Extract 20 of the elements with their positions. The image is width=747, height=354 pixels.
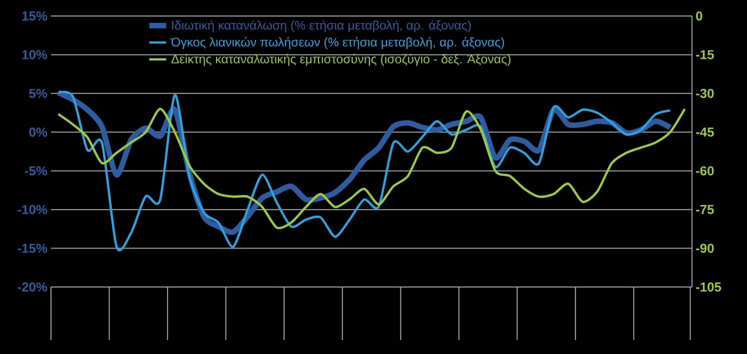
y-tick-label: -10% xyxy=(18,204,48,214)
y2-tick-label: -15 xyxy=(696,50,714,60)
y-tick-label: 15% xyxy=(22,11,48,21)
y2-tick-label: -60 xyxy=(696,166,714,176)
legend-label: Όγκος λιανικών πωλήσεων (% ετήσια μεταβολή, αρ. άξονας) xyxy=(170,37,504,50)
y-tick-label: -5% xyxy=(24,166,48,176)
legend-label: Ιδιωτική κατανάλωση (% ετήσια μεταβολή, αρ. άξονας) xyxy=(172,20,471,32)
y2-tick-label: -75 xyxy=(696,205,714,214)
y-tick-label: 10% xyxy=(22,50,48,60)
line-series xyxy=(57,108,686,229)
y2-tick-label: -45 xyxy=(696,128,714,137)
y-tick-label: -20% xyxy=(18,282,48,292)
y2-tick-label: -90 xyxy=(696,244,714,253)
y-tick-label: 5% xyxy=(29,88,48,98)
y2-tick-label: -30 xyxy=(696,88,714,98)
legend-label: Δείκτης καταναλωτικής εμπιστοσύνης (ισοζύγιο - δεξ. Άξονας) xyxy=(171,54,510,66)
y-tick-label: -15% xyxy=(18,244,48,253)
y2-tick-label: 0 xyxy=(696,11,702,21)
y2-tick-label: -105 xyxy=(696,282,722,292)
y-tick-label: 0% xyxy=(29,128,48,137)
